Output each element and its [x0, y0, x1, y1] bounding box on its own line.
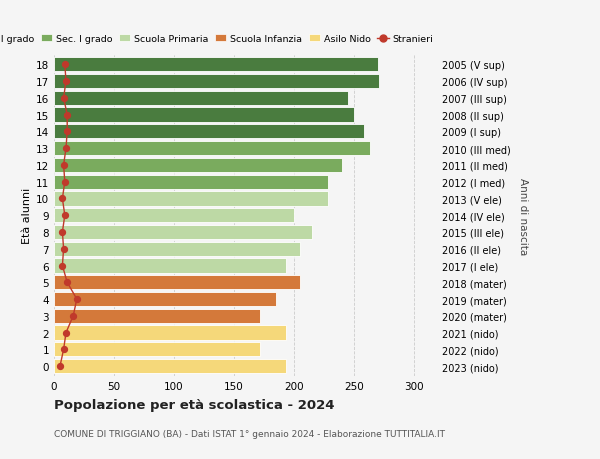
Bar [54, 242, 300, 256]
Point [59, 346, 68, 353]
Bar [54, 142, 370, 156]
Bar [54, 259, 286, 273]
Point [55, 363, 65, 370]
Text: COMUNE DI TRIGGIANO (BA) - Dati ISTAT 1° gennaio 2024 - Elaborazione TUTTITALIA.: COMUNE DI TRIGGIANO (BA) - Dati ISTAT 1°… [54, 429, 445, 438]
Point [58, 229, 67, 236]
Point [59, 95, 68, 102]
Point [60, 62, 70, 69]
Point [72, 296, 82, 303]
Bar [54, 58, 378, 72]
Bar [54, 158, 342, 173]
Bar [54, 91, 348, 106]
Point [59, 162, 68, 169]
Bar [54, 275, 300, 290]
Point [61, 145, 71, 152]
Text: Popolazione per età scolastica - 2024: Popolazione per età scolastica - 2024 [54, 398, 335, 412]
Point [60, 212, 70, 219]
Bar [54, 342, 260, 357]
Bar [54, 108, 354, 123]
Point [68, 313, 78, 320]
Point [62, 112, 72, 119]
Point [60, 179, 70, 186]
Point [59, 246, 68, 253]
Bar [54, 125, 364, 139]
Bar [54, 309, 260, 323]
Legend: Sec. II grado, Sec. I grado, Scuola Primaria, Scuola Infanzia, Asilo Nido, Stran: Sec. II grado, Sec. I grado, Scuola Prim… [0, 35, 433, 44]
Y-axis label: Età alunni: Età alunni [22, 188, 32, 244]
Point [58, 262, 67, 269]
Bar [54, 326, 286, 340]
Bar [54, 359, 286, 374]
Bar [54, 225, 312, 240]
Bar [54, 175, 328, 190]
Point [62, 129, 72, 136]
Point [61, 329, 71, 336]
Point [58, 196, 67, 203]
Bar [54, 75, 379, 89]
Bar [54, 192, 328, 206]
Y-axis label: Anni di nascita: Anni di nascita [518, 177, 527, 254]
Bar [54, 209, 294, 223]
Point [62, 279, 72, 286]
Bar [54, 292, 276, 307]
Point [61, 78, 71, 85]
